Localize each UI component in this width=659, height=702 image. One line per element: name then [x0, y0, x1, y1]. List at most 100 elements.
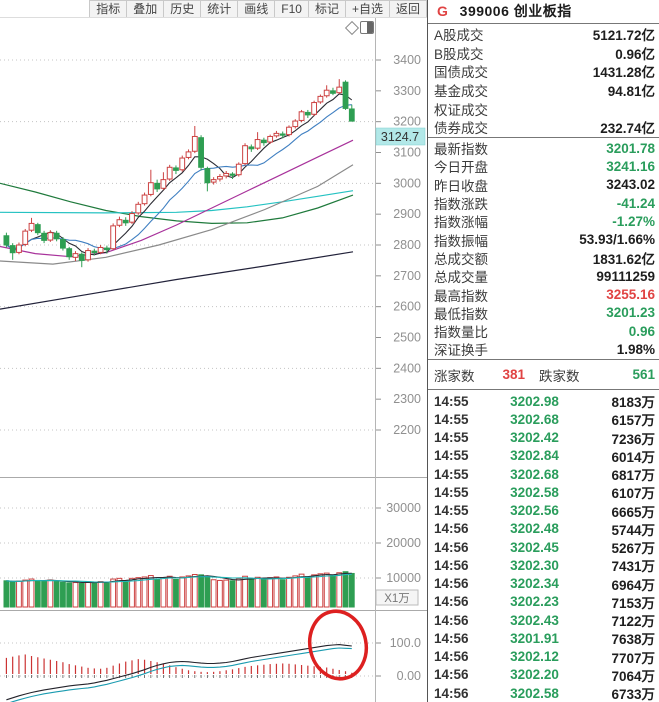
candle: [97, 246, 104, 253]
volume-bar: [235, 578, 242, 608]
svg-text:2200: 2200: [393, 423, 421, 437]
stat-value: 53.93/1.66%: [579, 232, 655, 248]
tick-price: 3202.12: [510, 649, 559, 665]
volume-bar: [191, 574, 198, 608]
candle: [122, 219, 129, 224]
candle: [311, 102, 318, 115]
candlestick-chart[interactable]: 3400 3300 3200 3100 3000 2900 2800 2700 2600 2500…: [0, 0, 427, 702]
candle: [116, 219, 123, 226]
market-stat-row: 国债成交 1431.28亿: [428, 62, 659, 81]
candle: [235, 163, 242, 176]
tick-row: 14:56 3202.43 7122万: [428, 611, 659, 630]
candle: [198, 137, 204, 168]
tick-row: 14:56 3202.12 7707万: [428, 648, 659, 666]
tick-price: 3202.98: [510, 393, 559, 409]
stat-label: 基金成交: [434, 84, 488, 100]
market-stats-list: A股成交 5121.72亿 B股成交 0.96亿 国债成交 1431.28亿 基金成交 94.…: [428, 25, 659, 137]
tick-time: 14:56: [434, 576, 469, 592]
axis-price-marker: [375, 127, 426, 146]
tick-row: 14:55 3202.68 6817万: [428, 465, 659, 484]
svg-text:30000: 30000: [386, 501, 421, 515]
tick-volume: 6014万: [611, 449, 655, 465]
tick-time: 14:55: [434, 503, 469, 519]
candle: [191, 135, 198, 152]
stat-label: 今日开盘: [434, 160, 488, 176]
candle: [223, 172, 230, 177]
candle: [166, 166, 173, 180]
market-stat-row: 基金成交 94.81亿: [428, 81, 659, 100]
candle: [9, 245, 16, 254]
tick-volume: 7431万: [611, 559, 655, 575]
tick-price: 3202.34: [510, 576, 559, 592]
candle: [348, 108, 355, 122]
index-stat-row: 深证换手 1.98%: [428, 340, 659, 359]
stat-label: A股成交: [434, 28, 484, 44]
tick-time: 14:55: [434, 448, 469, 464]
volume-bar: [330, 575, 336, 608]
candle: [160, 179, 167, 189]
volume-bar: [248, 578, 255, 608]
candle: [110, 225, 117, 250]
volume-bar: [260, 578, 267, 608]
quote-header: G 399006 创业板指: [428, 0, 659, 24]
volume-bar: [78, 582, 85, 608]
candle: [330, 90, 336, 94]
down-count-value: 561: [632, 367, 655, 382]
panel-toggle-icon[interactable]: [360, 21, 374, 34]
toolbar-button[interactable]: F10: [274, 0, 308, 18]
stat-label: 指数振幅: [434, 233, 488, 249]
stat-label: 最高指数: [434, 288, 488, 304]
volume-bar: [34, 579, 41, 608]
tick-price: 3202.68: [510, 466, 559, 482]
tick-volume: 7236万: [611, 431, 655, 447]
toolbar-button[interactable]: 叠加: [126, 0, 164, 18]
candle: [342, 81, 349, 109]
volume-bar: [66, 582, 73, 608]
volume-bar: [304, 576, 311, 608]
tick-price: 3202.48: [510, 521, 559, 537]
market-stat-row: A股成交 5121.72亿: [428, 25, 659, 44]
volume-bar: [53, 580, 60, 608]
ma-long-cyan: [0, 190, 354, 214]
stat-label: 最新指数: [434, 142, 488, 158]
tick-row: 14:55 3202.84 6014万: [428, 447, 659, 465]
tick-time: 14:56: [434, 667, 469, 683]
market-stat-row: 权证成交: [428, 99, 659, 118]
candle: [22, 230, 29, 245]
toolbar-button[interactable]: 统计: [200, 0, 238, 18]
up-count-label: 涨家数: [434, 368, 475, 384]
tick-volume: 7064万: [611, 668, 655, 684]
svg-text:X1万: X1万: [384, 593, 410, 605]
tick-list[interactable]: 14:55 3202.98 8183万 14:55 3202.68 6157万 14:55 3…: [428, 392, 659, 702]
volume-bar: [129, 577, 135, 608]
candle: [185, 151, 192, 158]
candle: [41, 232, 47, 241]
tick-volume: 6733万: [611, 687, 655, 702]
svg-text:2900: 2900: [393, 207, 421, 221]
volume-bar: [60, 581, 66, 608]
tick-row: 14:56 3202.23 7153万: [428, 593, 659, 611]
stat-value: 3201.23: [606, 305, 655, 321]
toolbar-button[interactable]: +自选: [344, 0, 389, 18]
tick-volume: 6665万: [611, 504, 655, 520]
volume-bar: [267, 577, 274, 608]
volume-bar: [72, 582, 79, 608]
index-stat-row: 指数量比 0.96: [428, 322, 659, 341]
stat-value: 1831.62亿: [592, 251, 655, 267]
toolbar-button[interactable]: 标记: [307, 0, 345, 18]
toolbar-button[interactable]: 指标: [89, 0, 127, 18]
volume-bar: [85, 581, 91, 608]
tick-time: 14:56: [434, 539, 469, 555]
stat-label: 指数量比: [434, 325, 488, 341]
candle: [85, 250, 91, 261]
stat-value: 94.81亿: [607, 84, 655, 100]
candle: [286, 126, 292, 136]
candle: [173, 167, 179, 171]
stat-value: -41.24: [616, 195, 655, 211]
candle: [279, 133, 286, 136]
tick-price: 3202.58: [510, 685, 559, 701]
volume-bar: [286, 576, 292, 608]
tick-volume: 7122万: [611, 614, 655, 630]
candle: [135, 203, 142, 214]
volume-bar: [292, 575, 299, 608]
